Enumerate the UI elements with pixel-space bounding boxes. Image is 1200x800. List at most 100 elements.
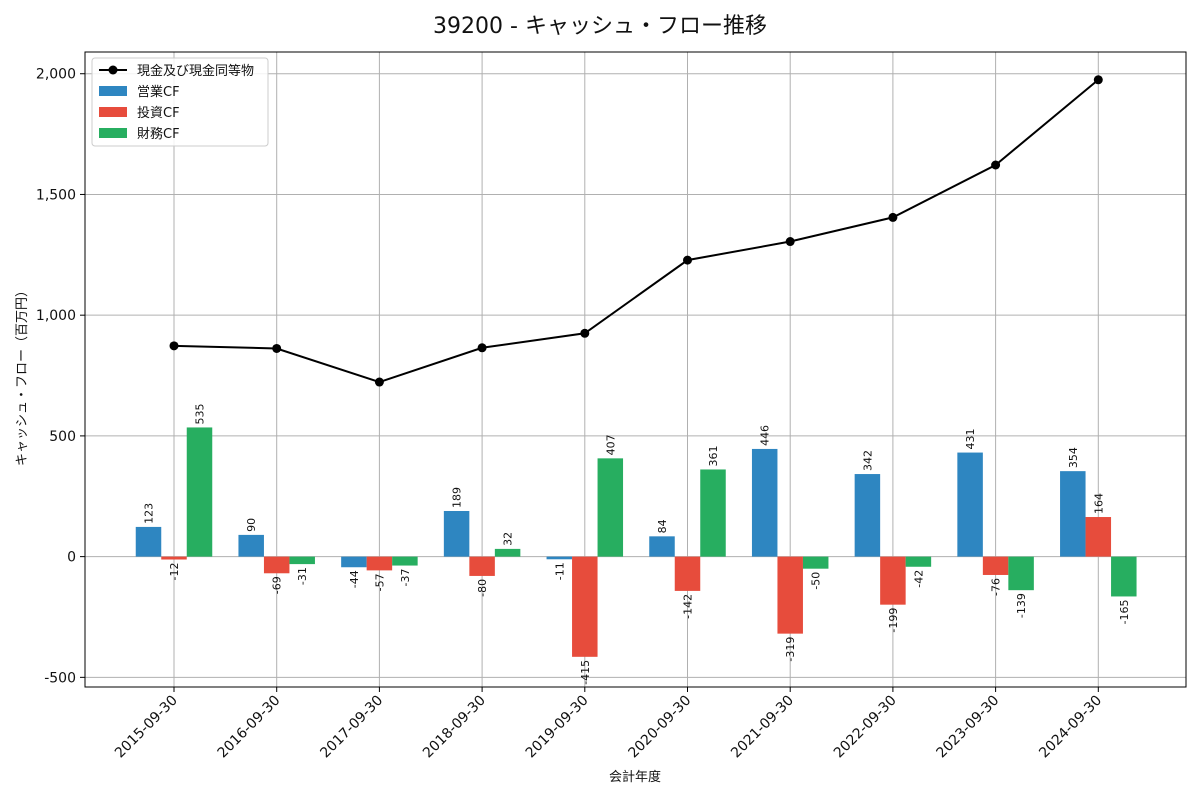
bar-value-label: -44 xyxy=(348,570,361,588)
cash-line-point xyxy=(477,343,487,353)
legend-label: 営業CF xyxy=(137,84,180,100)
x-tick-label: 2016-09-30 xyxy=(215,693,284,762)
bar-value-label: -139 xyxy=(1015,593,1028,618)
bar xyxy=(1085,517,1112,557)
bar xyxy=(597,458,624,557)
bar-value-label: -76 xyxy=(990,578,1003,596)
x-tick-label: 2021-09-30 xyxy=(728,693,797,762)
legend-label: 現金及び現金同等物 xyxy=(137,63,254,79)
x-tick-label: 2019-09-30 xyxy=(523,693,592,762)
bar-value-label: 361 xyxy=(707,445,720,466)
bars xyxy=(135,427,1137,657)
bar-value-label: 164 xyxy=(1092,493,1105,514)
y-tick-label: -500 xyxy=(44,670,76,686)
bar xyxy=(546,556,573,560)
y-tick-label: 1,500 xyxy=(36,187,76,203)
bar-value-label: 90 xyxy=(245,518,258,532)
cash-line-point xyxy=(374,377,384,387)
y-tick-label: 0 xyxy=(67,550,76,566)
legend-label: 財務CF xyxy=(137,127,180,142)
bar-value-label: -69 xyxy=(271,576,284,594)
x-tick-label: 2017-09-30 xyxy=(317,693,386,762)
bar xyxy=(186,427,213,557)
bar-value-label: 189 xyxy=(451,487,464,508)
bar xyxy=(700,469,726,557)
legend-swatch xyxy=(99,128,127,138)
bar xyxy=(1060,471,1086,557)
legend-swatch xyxy=(99,86,127,96)
x-tick-label: 2020-09-30 xyxy=(625,693,694,762)
bar-value-label: -319 xyxy=(784,637,797,662)
bar xyxy=(572,556,598,657)
x-tick-label: 2015-09-30 xyxy=(112,693,181,762)
bar xyxy=(1008,556,1034,591)
bar-value-label: 354 xyxy=(1067,447,1080,468)
bar-value-label: 446 xyxy=(759,425,772,446)
bar xyxy=(289,556,315,565)
bar-value-label: -80 xyxy=(476,579,489,597)
bar-value-label: -165 xyxy=(1118,599,1131,624)
y-tick-label: 500 xyxy=(49,429,76,445)
bar xyxy=(802,556,829,569)
bar-value-label: 84 xyxy=(656,519,669,533)
legend-swatch xyxy=(99,107,127,117)
bar-value-label: 342 xyxy=(861,450,874,471)
bar xyxy=(443,510,470,557)
bar-value-label: -12 xyxy=(168,563,181,581)
bar xyxy=(905,556,932,567)
bar-value-label: 535 xyxy=(194,403,207,424)
x-tick-label: 2022-09-30 xyxy=(831,693,900,762)
bar-value-label: 407 xyxy=(604,434,617,455)
bar xyxy=(880,556,906,605)
bar xyxy=(982,556,1009,575)
bar xyxy=(161,556,187,560)
bar xyxy=(341,556,367,568)
bar xyxy=(777,556,803,634)
cash-line-point xyxy=(169,341,179,351)
plot-frame xyxy=(84,51,1187,688)
cash-line-point xyxy=(991,160,1001,170)
bar-value-label: -11 xyxy=(553,562,566,580)
cash-line-path xyxy=(173,78,1099,384)
x-tick-label: 2023-09-30 xyxy=(934,693,1003,762)
bar xyxy=(649,536,675,557)
cash-line-point xyxy=(888,212,898,222)
bar xyxy=(854,474,881,557)
x-axis-label: 会計年度 xyxy=(609,769,661,785)
grid xyxy=(85,52,1186,687)
bar xyxy=(674,556,701,591)
bar xyxy=(494,548,521,557)
bar-value-label: 32 xyxy=(502,532,515,546)
bar xyxy=(1111,556,1137,597)
cash-line-point xyxy=(785,237,795,247)
cash-line-point xyxy=(1093,75,1103,85)
bar-value-label: -415 xyxy=(579,660,592,685)
bar xyxy=(135,526,162,557)
bar xyxy=(263,556,290,574)
cash-line-point xyxy=(683,255,692,265)
legend-marker xyxy=(108,65,118,75)
data-labels: 123 90 -44 189 -11 84 446 342 431 354 -12 -69 -57 -80… xyxy=(143,403,1131,684)
x-tick-label: 2024-09-30 xyxy=(1036,693,1105,762)
x-tick-label: 2018-09-30 xyxy=(420,693,489,762)
bar-value-label: -50 xyxy=(810,572,823,590)
cash-line-point xyxy=(272,343,282,353)
bar-value-label: 431 xyxy=(964,429,977,450)
y-tick-label: 1,000 xyxy=(36,308,76,324)
bar-value-label: -142 xyxy=(682,594,695,619)
y-tick-label: 2,000 xyxy=(36,67,76,83)
bar xyxy=(751,448,778,557)
bar xyxy=(957,452,983,557)
bar xyxy=(366,556,393,571)
bar-value-label: 123 xyxy=(143,503,156,524)
bar xyxy=(469,556,495,576)
cash-line xyxy=(169,75,1103,387)
y-axis-label: キャッシュ・フロー（百万円） xyxy=(15,284,30,466)
bar-value-label: -199 xyxy=(887,608,900,633)
legend-label: 投資CF xyxy=(137,105,180,121)
bar-value-label: -31 xyxy=(296,567,309,585)
chart-title: 39200 - キャッシュ・フロー推移 xyxy=(433,14,767,39)
bar-value-label: -57 xyxy=(373,573,386,591)
